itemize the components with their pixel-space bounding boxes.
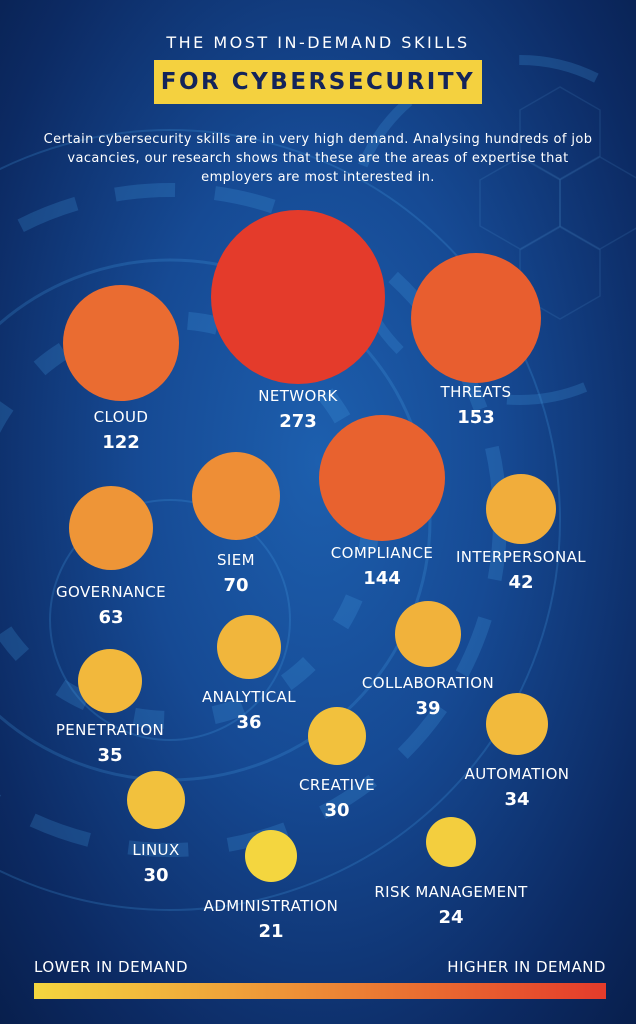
bubble-value-automation: 34 [504,789,529,810]
bubble-label-linux: LINUX [132,841,179,859]
bubble-penetration: PENETRATION 35 [56,649,164,766]
bubble-linux: LINUX 30 [127,771,185,886]
bubble-compliance: COMPLIANCE 144 [319,415,445,589]
bubble-circle-penetration [78,649,142,713]
bubble-circle-risk-management [426,817,476,867]
bubble-value-creative: 30 [324,800,349,821]
bubble-label-network: NETWORK [258,387,338,405]
bubble-label-creative: CREATIVE [299,776,375,794]
title-banner: FOR CYBERSECURITY [154,60,482,104]
bubble-circle-threats [411,253,541,383]
bubble-creative: CREATIVE 30 [299,707,375,821]
bubble-value-collaboration: 39 [415,698,440,719]
bubble-value-analytical: 36 [236,712,261,733]
bubble-value-cloud: 122 [102,432,140,453]
bubble-label-automation: AUTOMATION [465,765,570,783]
bubble-label-cloud: CLOUD [94,408,149,426]
bubble-label-analytical: ANALYTICAL [202,688,296,706]
bubble-circle-collaboration [395,601,461,667]
bubble-siem: SIEM 70 [192,452,280,596]
bubble-circle-siem [192,452,280,540]
bubble-label-risk-management: RISK MANAGEMENT [374,883,528,901]
bubble-value-threats: 153 [457,407,495,428]
legend-high-label: HIGHER IN DEMAND [447,958,606,976]
bubble-circle-interpersonal [486,474,556,544]
bubble-circle-creative [308,707,366,765]
legend-low-label: LOWER IN DEMAND [34,958,189,976]
bubble-value-siem: 70 [223,575,248,596]
legend-gradient-bar [34,983,606,999]
intro-text: Certain cybersecurity skills are in very… [43,132,593,185]
bubble-cloud: CLOUD 122 [63,285,179,453]
bubble-label-governance: GOVERNANCE [56,583,166,601]
bubble-label-siem: SIEM [217,551,255,569]
bubble-collaboration: COLLABORATION 39 [362,601,494,719]
bubble-value-compliance: 144 [363,568,401,589]
bubble-circle-governance [69,486,153,570]
bubble-circle-administration [245,830,297,882]
bubble-value-linux: 30 [143,865,168,886]
bubble-circle-compliance [319,415,445,541]
bubble-label-compliance: COMPLIANCE [331,544,433,562]
bubble-label-penetration: PENETRATION [56,721,164,739]
bubble-circle-automation [486,693,548,755]
bubble-circle-linux [127,771,185,829]
bubble-label-interpersonal: INTERPERSONAL [456,548,586,566]
bubble-value-network: 273 [279,411,317,432]
bubble-label-collaboration: COLLABORATION [362,674,494,692]
bubble-network: NETWORK 273 [211,210,385,432]
bubble-value-interpersonal: 42 [508,572,533,593]
bubble-administration: ADMINISTRATION 21 [204,830,339,942]
bubble-value-risk-management: 24 [438,907,463,928]
bubble-risk-management: RISK MANAGEMENT 24 [374,817,528,928]
bubble-value-governance: 63 [98,607,123,628]
bubble-value-penetration: 35 [97,745,122,766]
bubble-value-administration: 21 [258,921,283,942]
bubble-analytical: ANALYTICAL 36 [202,615,296,733]
bubble-automation: AUTOMATION 34 [465,693,570,810]
page-title: THE MOST IN-DEMAND SKILLS [166,33,470,52]
bubble-label-threats: THREATS [440,383,512,401]
bubble-circle-network [211,210,385,384]
bubble-label-administration: ADMINISTRATION [204,897,339,915]
bubble-governance: GOVERNANCE 63 [56,486,166,628]
bubble-interpersonal: INTERPERSONAL 42 [456,474,586,593]
bubble-circle-analytical [217,615,281,679]
bubble-circle-cloud [63,285,179,401]
bubble-threats: THREATS 153 [411,253,541,428]
